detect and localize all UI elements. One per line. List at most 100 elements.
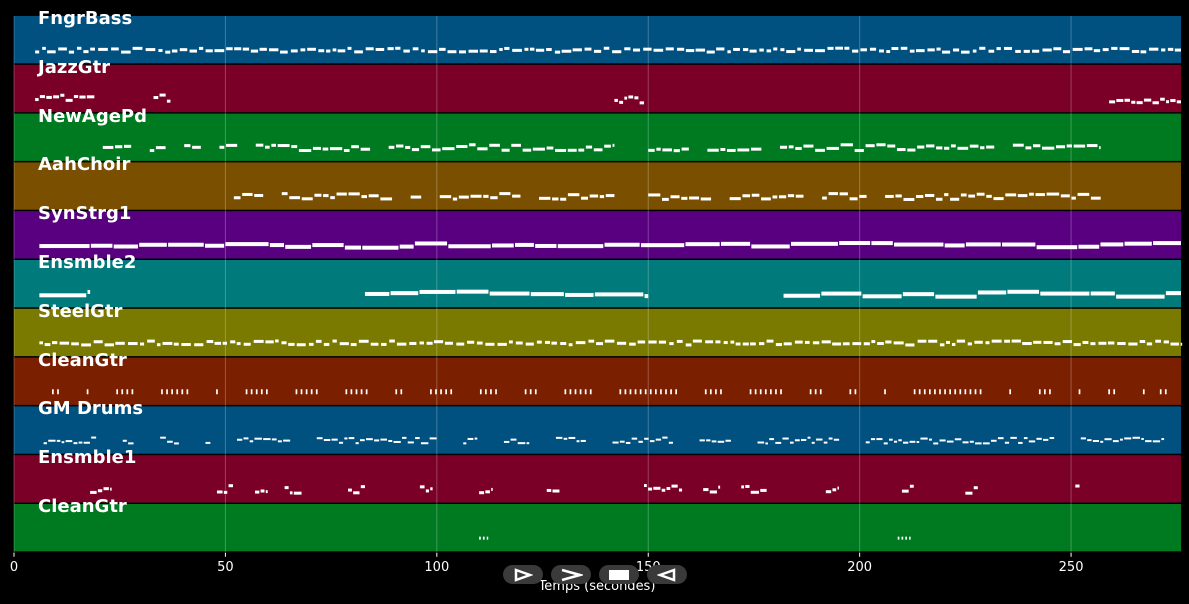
note (260, 489, 265, 493)
note (219, 145, 225, 149)
note (1023, 49, 1030, 53)
note (612, 441, 619, 444)
note (90, 243, 113, 248)
note (711, 440, 717, 443)
rewind-button[interactable] (647, 565, 687, 584)
note (503, 440, 510, 443)
note (1136, 101, 1143, 105)
note (266, 389, 268, 395)
note (742, 194, 751, 198)
note (459, 50, 466, 54)
note (86, 95, 95, 99)
note (923, 389, 926, 395)
note (839, 192, 848, 196)
note (305, 389, 308, 395)
note (993, 197, 1004, 201)
note (644, 484, 647, 488)
note (833, 438, 840, 441)
note (720, 241, 751, 246)
note (395, 46, 401, 50)
note (588, 339, 595, 343)
note (281, 192, 288, 196)
note (765, 442, 768, 445)
note (174, 442, 179, 445)
note (775, 441, 782, 444)
note (1142, 389, 1145, 395)
note (901, 489, 909, 493)
note (173, 342, 179, 346)
note (815, 49, 825, 53)
play-button[interactable] (503, 565, 543, 584)
note (1165, 291, 1181, 296)
note (308, 342, 314, 346)
note (512, 48, 522, 52)
note (1117, 342, 1126, 346)
note (318, 49, 325, 53)
note (1080, 437, 1086, 440)
note (1124, 98, 1131, 102)
note (153, 96, 159, 100)
note (348, 192, 360, 196)
note (631, 437, 638, 440)
note (365, 47, 374, 51)
note (127, 342, 138, 346)
note (104, 343, 114, 347)
note (895, 194, 902, 198)
note (339, 342, 349, 346)
note (973, 486, 978, 490)
note (35, 98, 39, 102)
note (990, 439, 997, 442)
note (242, 192, 253, 196)
note (624, 96, 628, 100)
note (653, 48, 664, 52)
note (216, 490, 223, 494)
note (643, 47, 652, 51)
note (162, 341, 173, 345)
note (1011, 339, 1021, 343)
note (412, 47, 419, 51)
note (893, 341, 904, 345)
note (360, 485, 365, 489)
note (557, 244, 604, 249)
note (676, 339, 683, 343)
note (819, 389, 822, 395)
note (1124, 437, 1132, 440)
note (928, 339, 938, 343)
note (393, 440, 401, 443)
note (1102, 48, 1109, 52)
note (504, 46, 510, 50)
note (110, 487, 112, 491)
note (426, 341, 433, 345)
note (60, 93, 65, 97)
note (1056, 145, 1066, 149)
rewind-icon (657, 567, 676, 582)
note (242, 47, 250, 51)
note (809, 389, 812, 395)
note (1025, 146, 1032, 150)
note (300, 389, 303, 395)
track-label: GM Drums (38, 398, 144, 420)
note (655, 438, 662, 441)
note (1072, 47, 1083, 51)
note (56, 439, 61, 442)
stop-button[interactable] (599, 565, 639, 584)
note (823, 441, 828, 444)
note (741, 485, 745, 489)
note (1149, 47, 1159, 51)
note (901, 536, 904, 540)
note (131, 389, 134, 395)
note (1159, 389, 1162, 395)
note (495, 389, 497, 395)
note (1084, 47, 1093, 51)
note (849, 197, 858, 201)
x-tick-label: 0 (9, 560, 19, 575)
fast-forward-button[interactable] (551, 565, 591, 584)
note (421, 49, 425, 53)
note (1007, 289, 1040, 294)
note (52, 389, 54, 395)
note (300, 48, 306, 52)
note (467, 340, 475, 344)
note (909, 440, 916, 443)
note (427, 50, 438, 54)
note (920, 437, 928, 440)
